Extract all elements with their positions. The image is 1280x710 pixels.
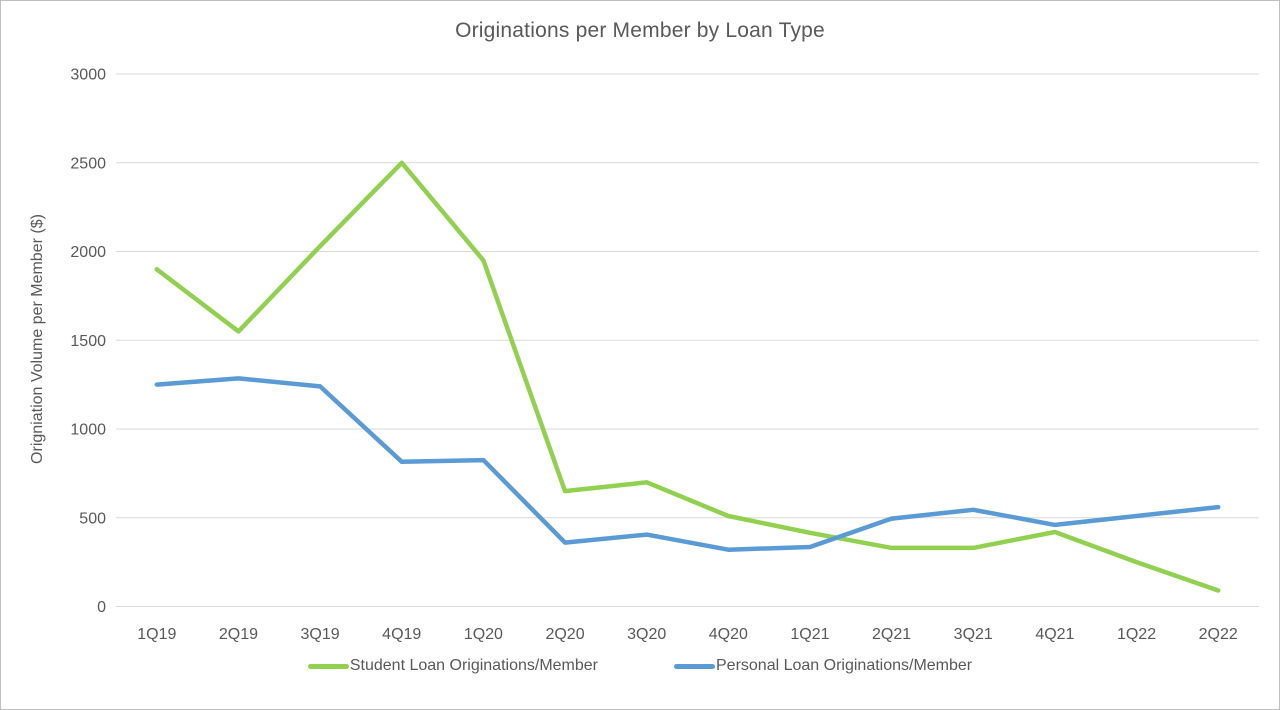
- student-loan-line-swatch-icon: [307, 663, 349, 669]
- x-tick-label: 2Q22: [1199, 626, 1238, 643]
- x-tick-label: 3Q20: [627, 626, 666, 643]
- legend-item-student-loans: Student Loan Originations/Member: [307, 657, 598, 675]
- x-tick-label: 3Q21: [954, 626, 993, 643]
- x-tick-label: 4Q21: [1035, 626, 1074, 643]
- y-tick-label: 0: [97, 599, 106, 616]
- chart-title: Originations per Member by Loan Type: [455, 19, 825, 42]
- x-tick-label: 3Q19: [301, 626, 340, 643]
- series-line-personal-loans: [154, 376, 1221, 552]
- y-tick-label: 1000: [70, 422, 106, 439]
- y-tick-label: 2000: [70, 244, 106, 261]
- legend-item-personal-loans: Personal Loan Originations/Member: [674, 657, 972, 675]
- legend-label-student-loans: Student Loan Originations/Member: [349, 657, 598, 674]
- x-tick-label: 1Q20: [464, 626, 503, 643]
- y-tick-label: 500: [79, 510, 106, 527]
- y-tick-label: 1500: [70, 333, 106, 350]
- x-tick-label: 1Q21: [790, 626, 829, 643]
- y-tick-label: 2500: [70, 155, 106, 172]
- series-line-student-loans: [154, 160, 1221, 593]
- x-tick-label: 2Q19: [219, 626, 258, 643]
- x-tick-label: 2Q20: [545, 626, 584, 643]
- x-tick-label: 4Q20: [709, 626, 748, 643]
- legend: Student Loan Originations/Member Persona…: [1, 657, 1279, 675]
- x-tick-label: 1Q19: [137, 626, 176, 643]
- y-tick-label: 3000: [70, 67, 106, 84]
- x-tick-label: 4Q19: [382, 626, 421, 643]
- x-tick-label: 1Q22: [1117, 626, 1156, 643]
- personal-loan-line-swatch-icon: [674, 663, 715, 669]
- legend-label-personal-loans: Personal Loan Originations/Member: [716, 657, 973, 674]
- x-tick-label: 2Q21: [872, 626, 911, 643]
